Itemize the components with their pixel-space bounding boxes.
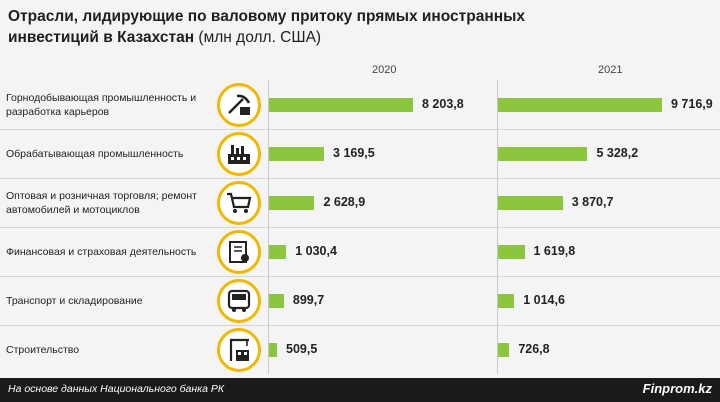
value-label-2021: 1 619,8	[533, 244, 576, 258]
footer-source: На основе данных Национального банка РК	[8, 383, 225, 395]
year-label-2021: 2021	[598, 64, 623, 76]
category-label: Финансовая и страховая деятельность	[6, 245, 197, 258]
category-label: Транспорт и складирование	[6, 294, 143, 307]
value-label-2020: 899,7	[292, 293, 325, 307]
bar-2020	[268, 146, 325, 161]
category-label: Оптовая и розничная торговля; ремонт авт…	[6, 189, 197, 216]
footer-bar: На основе данных Национального банка РК …	[0, 378, 720, 402]
value-label-2020: 2 628,9	[323, 195, 366, 209]
value-label-2020: 8 203,8	[422, 97, 464, 111]
finance-icon	[217, 229, 261, 274]
bar-2021	[497, 293, 515, 308]
construction-icon	[217, 327, 261, 372]
year-label-2020: 2020	[372, 64, 397, 76]
value-label-2021: 1 014,6	[523, 293, 565, 307]
row-divider	[0, 276, 720, 277]
bus-icon	[217, 278, 261, 323]
value-label-2020: 509,5	[286, 342, 318, 356]
bar-2021	[497, 146, 588, 161]
chart-row: Горнодобывающая промышленность и разрабо…	[0, 80, 720, 129]
category-label: Строительство	[6, 343, 80, 356]
chart-row: Обрабатывающая промышленность 3 169,5 5 32…	[0, 129, 720, 178]
bar-2020	[268, 97, 413, 112]
chart-row: Финансовая и страховая деятельность 1 030…	[0, 227, 720, 276]
row-divider	[0, 325, 720, 326]
bar-2020	[268, 244, 287, 259]
value-label-2021: 3 870,7	[571, 195, 614, 209]
chart-row: Строительство 509,5 726,8	[0, 325, 720, 374]
chart-title: Отрасли, лидирующие по валовому притоку …	[8, 6, 568, 48]
row-divider	[0, 129, 720, 130]
category-label: Обрабатывающая промышленность	[6, 147, 184, 160]
chart-row: Транспорт и складирование 899,7 1 014,6	[0, 276, 720, 325]
value-label-2020: 1 030,4	[295, 244, 337, 258]
shopping-cart-icon	[217, 180, 261, 225]
bar-2020	[268, 342, 277, 357]
axis-line-2021	[497, 80, 498, 374]
row-divider	[0, 178, 720, 179]
value-label-2021: 9 716,9	[671, 97, 713, 111]
value-label-2021: 5 328,2	[596, 146, 639, 160]
bar-2021	[497, 195, 563, 210]
bar-2021	[497, 97, 662, 112]
footer-brand: Finprom.kz	[642, 381, 712, 396]
bar-2020	[268, 293, 284, 308]
axis-line-2020	[268, 80, 269, 374]
value-label-2021: 726,8	[518, 342, 550, 356]
bar-2021	[497, 244, 525, 259]
chart-title-main: Отрасли, лидирующие по валовому притоку …	[8, 8, 525, 46]
value-label-2020: 3 169,5	[333, 146, 375, 160]
chart-title-unit: (млн долл. США)	[198, 29, 322, 46]
factory-icon	[217, 131, 261, 176]
category-label: Горнодобывающая промышленность и разрабо…	[6, 91, 197, 118]
row-divider	[0, 227, 720, 228]
chart-row: Оптовая и розничная торговля; ремонт авт…	[0, 178, 720, 227]
mining-icon	[217, 82, 261, 127]
bar-2021	[497, 342, 510, 357]
bar-2020	[268, 195, 315, 210]
